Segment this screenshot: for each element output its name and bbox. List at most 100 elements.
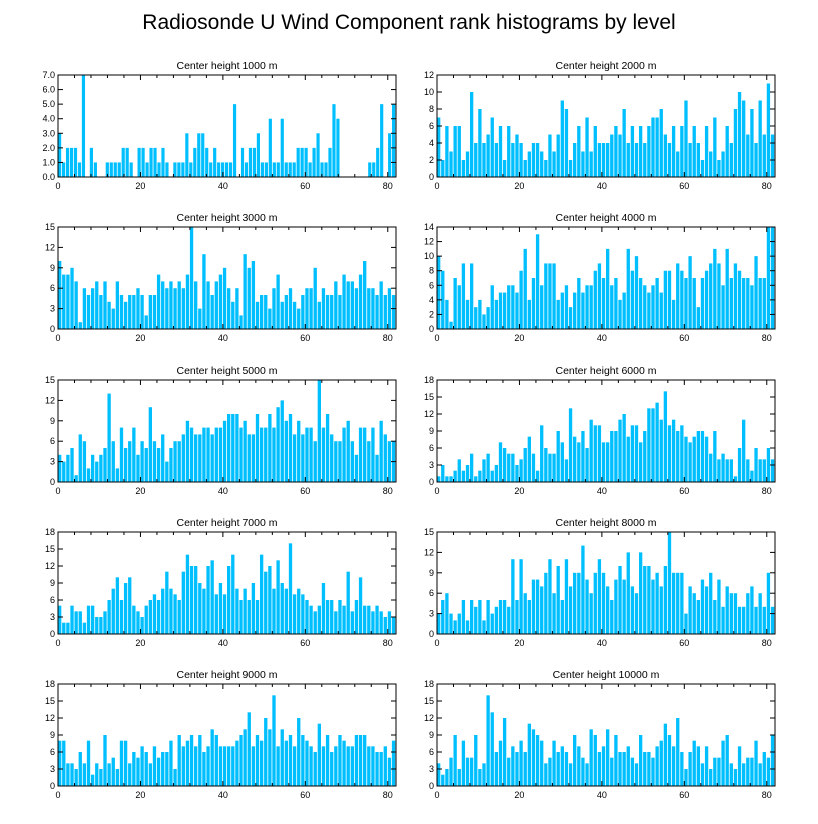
histogram-panel: Center height 9000 m 0 20 40 60 80 0 3 6 9 12 15 18	[45, 669, 397, 800]
histogram-bar	[90, 605, 95, 634]
histogram-bar	[189, 227, 194, 329]
y-tick-label: 8	[429, 104, 434, 114]
histogram-bar	[638, 735, 643, 786]
histogram-bar	[317, 301, 321, 329]
histogram-bar	[593, 735, 597, 786]
histogram-bar	[77, 162, 82, 177]
histogram-panel: Center height 1000 m 0 20 40 60 80 0.0 1.0 2.0 3.…	[42, 60, 397, 191]
histogram-bar	[93, 162, 97, 177]
histogram-bar	[766, 757, 771, 786]
histogram-bar	[655, 278, 659, 329]
histogram-bar	[651, 408, 655, 482]
x-tick-label: 0	[434, 790, 439, 800]
histogram-bar	[457, 459, 461, 482]
histogram-bar	[321, 427, 326, 482]
histogram-bar	[643, 566, 647, 634]
histogram-bar	[564, 752, 569, 786]
histogram-bar	[222, 594, 227, 634]
histogram-bar	[342, 605, 346, 634]
histogram-bar	[638, 278, 643, 329]
histogram-bar	[585, 117, 589, 177]
x-tick-label: 60	[679, 486, 689, 496]
y-tick-label: 0	[429, 629, 434, 639]
histogram-bar	[325, 295, 330, 329]
histogram-bar	[606, 143, 610, 177]
histogram-bar	[280, 583, 284, 634]
histogram-bar	[626, 143, 630, 177]
histogram-bar	[247, 712, 251, 786]
histogram-bar	[449, 757, 453, 786]
histogram-bar	[556, 566, 560, 634]
histogram-bar	[62, 622, 66, 634]
histogram-bar	[684, 769, 688, 786]
histogram-bar	[165, 162, 169, 177]
histogram-bar	[235, 288, 239, 329]
y-tick-label: 12	[424, 70, 434, 80]
histogram-bar	[214, 735, 218, 786]
histogram-bar	[564, 559, 569, 634]
histogram-bar	[535, 143, 540, 177]
histogram-bar	[581, 545, 585, 634]
histogram-bar	[288, 162, 292, 177]
y-tick-label: 12	[424, 713, 434, 723]
histogram-bar	[313, 441, 317, 482]
y-tick-label: 4	[429, 295, 434, 305]
histogram-bar	[511, 285, 515, 329]
histogram-bar	[153, 147, 157, 177]
histogram-bar	[717, 757, 721, 786]
histogram-bar	[758, 763, 762, 786]
x-tick-label: 20	[514, 486, 524, 496]
histogram-bar	[461, 160, 466, 177]
histogram-bar	[618, 419, 622, 482]
histogram-bar	[330, 295, 334, 329]
histogram-bar	[704, 586, 709, 634]
histogram-bar	[540, 285, 544, 329]
histogram-bar	[465, 757, 470, 786]
histogram-bar	[667, 735, 672, 786]
histogram-bar	[243, 588, 247, 634]
histogram-bar	[161, 434, 165, 482]
histogram-bar	[197, 133, 201, 177]
histogram-bar	[239, 600, 243, 634]
histogram-bar	[560, 442, 564, 482]
y-tick-label: 3	[50, 457, 55, 467]
histogram-bar	[115, 577, 120, 634]
x-tick-label: 60	[300, 486, 310, 496]
histogram-bar	[610, 134, 614, 177]
histogram-bar	[375, 295, 379, 329]
histogram-bar	[750, 757, 754, 786]
histogram-bar	[346, 420, 350, 482]
histogram-bar	[161, 281, 165, 329]
y-tick-label: 12	[424, 409, 434, 419]
histogram-bar	[593, 270, 597, 329]
histogram-bar	[346, 571, 350, 634]
histogram-bar	[597, 425, 602, 482]
histogram-bar	[453, 735, 457, 786]
histogram-bar	[474, 143, 478, 177]
histogram-bar	[280, 400, 284, 482]
histogram-bar	[392, 104, 396, 177]
histogram-bar	[474, 735, 478, 786]
histogram-bar	[770, 459, 775, 482]
histogram-bar	[713, 600, 717, 634]
histogram-bar	[684, 436, 688, 482]
histogram-bar	[256, 133, 260, 177]
histogram-bar	[78, 322, 82, 329]
histogram-bar	[519, 459, 523, 482]
histogram-bar	[507, 606, 511, 634]
histogram-bar	[107, 600, 111, 634]
histogram-bar	[626, 746, 630, 786]
histogram-bar	[189, 162, 193, 177]
histogram-bar	[502, 292, 507, 329]
histogram-bar	[564, 109, 569, 177]
histogram-bar	[494, 299, 499, 329]
histogram-bar	[235, 414, 239, 482]
y-tick-label: 1.0	[42, 157, 55, 167]
histogram-bar	[173, 162, 177, 177]
histogram-bar	[457, 613, 461, 634]
histogram-bar	[194, 434, 198, 482]
y-tick-label: 4	[429, 138, 434, 148]
histogram-bar	[622, 414, 626, 482]
histogram-bar	[74, 769, 78, 786]
histogram-bar	[123, 740, 128, 786]
